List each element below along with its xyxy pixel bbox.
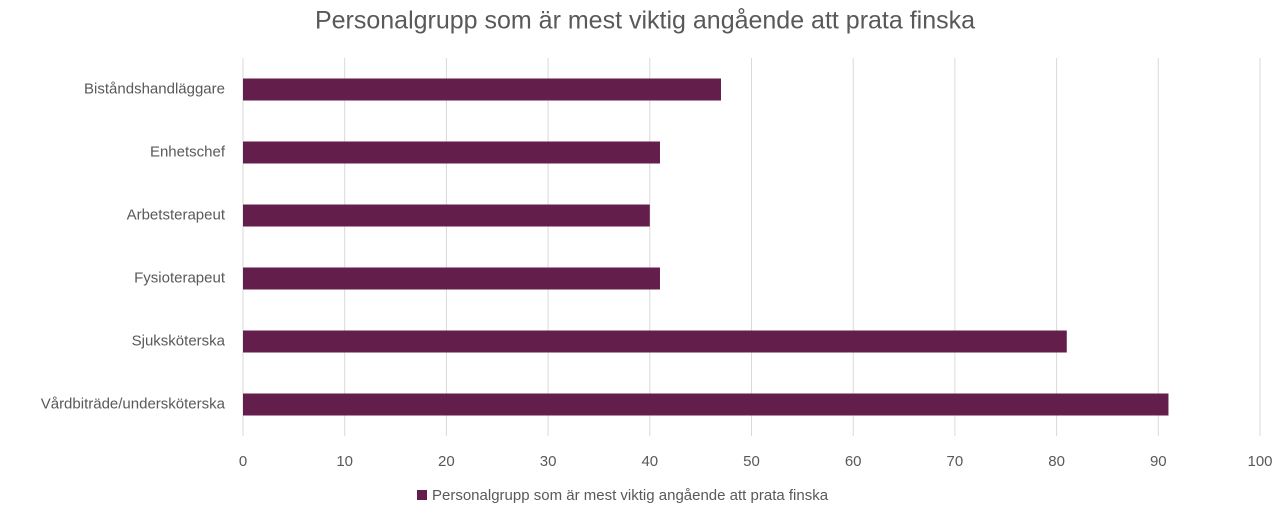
legend-label: Personalgrupp som är mest viktig angåend… bbox=[432, 487, 829, 504]
legend-swatch bbox=[417, 490, 427, 500]
bar bbox=[243, 393, 1169, 416]
x-tick-label: 50 bbox=[743, 453, 760, 470]
y-tick-label: Enhetschef bbox=[150, 143, 226, 160]
x-tick-label: 90 bbox=[1150, 453, 1167, 470]
x-tick-label: 0 bbox=[239, 453, 247, 470]
x-tick-label: 60 bbox=[845, 453, 862, 470]
x-tick-label: 40 bbox=[641, 453, 658, 470]
bar bbox=[243, 78, 721, 101]
y-tick-label: Arbetsterapeut bbox=[127, 206, 226, 223]
bar bbox=[243, 330, 1067, 353]
x-tick-label: 10 bbox=[336, 453, 353, 470]
y-tick-label: Sjuksköterska bbox=[132, 332, 226, 349]
y-tick-label: Biståndshandläggare bbox=[84, 80, 225, 97]
y-tick-label: Vårdbiträde/undersköterska bbox=[41, 395, 226, 412]
x-tick-label: 100 bbox=[1247, 453, 1272, 470]
chart-title: Personalgrupp som är mest viktig angåend… bbox=[315, 7, 975, 35]
x-tick-label: 70 bbox=[947, 453, 964, 470]
x-tick-label: 30 bbox=[540, 453, 557, 470]
bar bbox=[243, 141, 660, 164]
x-tick-label: 20 bbox=[438, 453, 455, 470]
bar bbox=[243, 267, 660, 290]
x-tick-label: 80 bbox=[1048, 453, 1065, 470]
y-tick-label: Fysioterapeut bbox=[134, 269, 226, 286]
bar bbox=[243, 204, 650, 227]
